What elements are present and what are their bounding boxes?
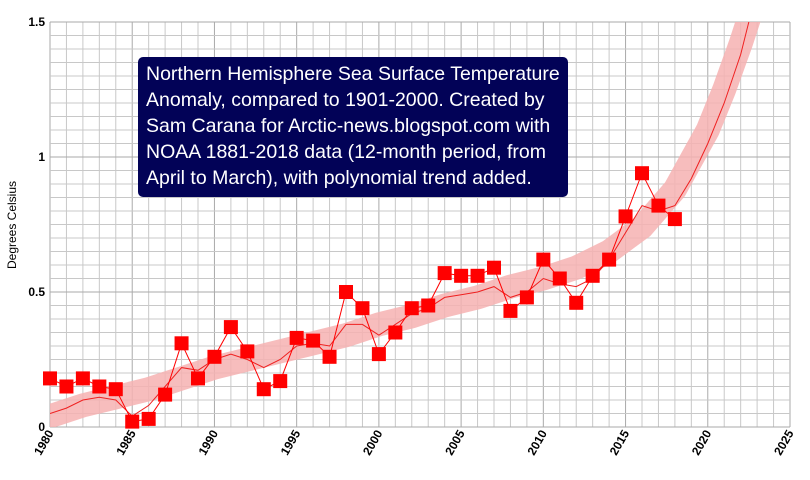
x-tick-label: 2020 [689,427,715,457]
data-point [207,349,222,364]
data-point [273,374,288,389]
data-point [635,166,649,181]
data-point [141,411,156,426]
data-point [256,382,271,397]
data-point [552,271,567,286]
data-point [569,295,584,310]
y-tick-label: 1.5 [28,15,45,29]
chart-title: Northern Hemisphere Sea Surface Temperat… [138,57,568,197]
data-point [519,290,534,305]
y-tick-label: 0.5 [28,285,45,299]
data-point [125,414,140,429]
y-tick-label: 0 [38,420,45,434]
x-tick-label: 1985 [113,427,139,457]
tick-labels: 0 0.5 1 1.5 1980 1985 1990 1995 2000 2005 2010 2015… [28,15,796,458]
data-point [602,252,617,267]
data-point [240,344,255,359]
data-point [108,382,123,397]
x-tick-label: 2005 [442,427,468,457]
x-tick-label: 2000 [360,427,386,457]
data-point [487,260,501,275]
data-point [289,330,304,345]
monthly-line [50,22,750,417]
data-point [355,301,370,316]
data-point [651,198,666,213]
x-tick-label: 2025 [771,427,797,457]
data-point [191,371,205,386]
data-point [404,301,419,316]
data-point [618,209,633,224]
data-point [536,252,551,267]
data-point [59,379,74,394]
x-tick-label: 2015 [607,427,633,457]
x-tick-label: 1990 [196,427,222,457]
x-tick-label: 1995 [278,427,304,457]
data-point [306,333,321,348]
data-point [470,268,485,283]
data-point [388,325,403,340]
data-point [437,266,452,281]
data-point [421,298,436,313]
y-tick-label: 1 [38,150,45,164]
data-point [585,268,600,283]
x-tick-label: 1980 [31,427,57,457]
data-point [667,212,682,227]
x-tick-label: 2010 [524,427,550,457]
data-point [43,371,57,386]
y-axis-label: Degrees Celsius [5,181,19,269]
data-point [322,349,337,364]
monthly-layer [50,22,750,417]
data-point [339,285,353,299]
annual-layer [43,166,682,429]
data-point [454,268,469,283]
data-point [223,320,238,335]
data-point [503,303,518,318]
data-point [92,379,107,394]
data-point [75,371,90,386]
data-point [174,336,189,351]
data-point [371,347,386,362]
data-point [158,387,173,402]
